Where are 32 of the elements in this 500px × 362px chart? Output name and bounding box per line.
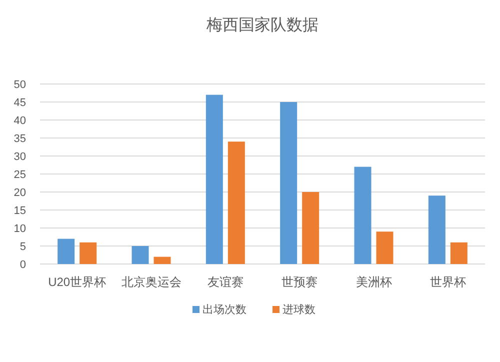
y-tick-label: 0 <box>20 259 26 271</box>
y-tick-label: 50 <box>14 79 26 91</box>
legend-label: 进球数 <box>282 303 316 316</box>
y-tick-label: 35 <box>14 133 26 145</box>
bar <box>58 238 75 264</box>
bar <box>280 102 298 264</box>
y-tick-label: 10 <box>14 223 26 235</box>
y-tick-label: 20 <box>14 187 26 199</box>
bar <box>428 196 446 264</box>
y-tick-label: 5 <box>20 241 26 253</box>
legend-label: 出场次数 <box>202 303 246 316</box>
x-tick-label: 世预赛 <box>282 275 318 289</box>
bar <box>132 246 149 264</box>
bar <box>302 192 320 264</box>
y-tick-label: 15 <box>14 205 26 217</box>
bar <box>376 232 394 264</box>
chart-title: 梅西国家队数据 <box>206 16 318 34</box>
x-tick-label: U20世界杯 <box>48 275 106 289</box>
x-tick-label: 北京奥运会 <box>121 275 182 289</box>
bar <box>450 242 468 264</box>
x-tick-label: 世界杯 <box>430 275 466 289</box>
bar <box>206 94 223 264</box>
bar <box>354 166 372 264</box>
y-tick-label: 40 <box>14 115 26 127</box>
bar <box>80 242 97 264</box>
x-tick-label: 友谊赛 <box>207 275 244 289</box>
bar <box>154 256 171 264</box>
bar <box>228 142 245 264</box>
y-tick-label: 25 <box>14 169 26 181</box>
y-tick-label: 30 <box>14 151 26 163</box>
x-tick-label: 美洲杯 <box>356 275 392 289</box>
y-tick-label: 45 <box>14 97 26 109</box>
